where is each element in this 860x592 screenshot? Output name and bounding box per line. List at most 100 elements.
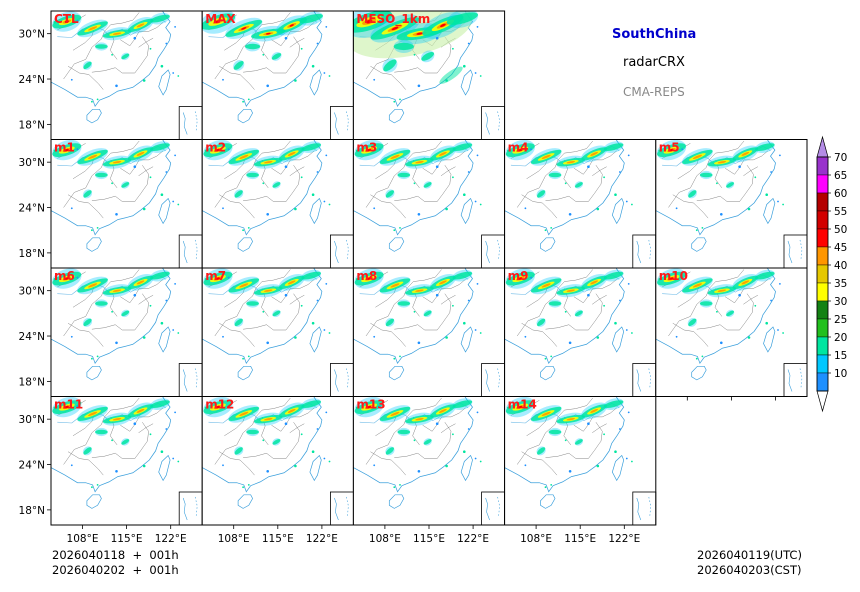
axes: 108°E 115°E 122°E bbox=[520, 525, 640, 545]
echo-cell bbox=[172, 457, 175, 460]
province-border bbox=[592, 423, 607, 433]
echo-cell bbox=[544, 486, 547, 489]
colorbar-segment bbox=[816, 300, 829, 320]
echo-very-strong bbox=[239, 154, 249, 159]
echo-cell bbox=[149, 304, 152, 307]
panel-label: m11 bbox=[54, 398, 83, 412]
province-border bbox=[214, 140, 291, 208]
echo-very-strong bbox=[415, 417, 424, 421]
hainan-coastline bbox=[86, 108, 102, 124]
echo-cell bbox=[417, 84, 421, 88]
coastline bbox=[202, 396, 323, 493]
echo-moderate bbox=[688, 190, 697, 198]
south-sea-inset bbox=[481, 363, 506, 397]
echo-cell bbox=[393, 357, 396, 360]
echo-cell bbox=[316, 42, 319, 45]
echo-cell bbox=[262, 310, 265, 313]
echo-cell bbox=[587, 293, 590, 297]
echo-moderate bbox=[95, 301, 108, 306]
echo-moderate bbox=[234, 190, 243, 198]
echo-cell bbox=[467, 299, 470, 302]
panel-m3: m3 bbox=[352, 139, 506, 269]
panel-m1: m1 30°N 24°N 18°N bbox=[19, 139, 203, 269]
echo-moderate bbox=[452, 143, 473, 152]
echo-moderate bbox=[536, 447, 546, 455]
hainan-coastline bbox=[388, 108, 405, 124]
echo-moderate bbox=[726, 182, 735, 188]
echo-cell bbox=[149, 176, 152, 179]
echo-cell bbox=[445, 464, 448, 468]
echo-cell bbox=[747, 207, 751, 211]
province-border bbox=[394, 36, 452, 74]
echo-cell bbox=[564, 439, 567, 442]
panel-meso-1km: MESO_1km bbox=[352, 10, 506, 140]
echo-moderate bbox=[121, 310, 130, 317]
x-tick-label: 115°E bbox=[111, 533, 143, 545]
province-border bbox=[592, 166, 607, 176]
product-name: radarCRX bbox=[623, 55, 685, 70]
hainan-coastline bbox=[388, 237, 405, 252]
province-border bbox=[91, 422, 149, 459]
echo-cell bbox=[76, 276, 79, 279]
hainan-coastline bbox=[86, 494, 102, 509]
echo-intense bbox=[367, 148, 372, 152]
echo-cell bbox=[530, 405, 532, 408]
echo-moderate bbox=[603, 143, 624, 152]
map-layer bbox=[202, 396, 331, 509]
echo-very-strong bbox=[264, 160, 273, 164]
echo-very-strong bbox=[136, 280, 145, 285]
echo-cell bbox=[96, 484, 99, 486]
axes: 30°N 24°N 18°N bbox=[19, 157, 51, 260]
inset-coastline bbox=[636, 240, 642, 264]
colorbar-segment bbox=[816, 354, 829, 374]
echo-intense bbox=[265, 32, 271, 35]
echo-cell bbox=[294, 336, 297, 339]
coastline bbox=[202, 268, 323, 364]
echo-very-strong bbox=[88, 411, 98, 416]
province-border bbox=[573, 150, 617, 175]
province-border bbox=[289, 295, 305, 305]
echo-cell bbox=[111, 310, 113, 313]
echo-cell bbox=[325, 26, 328, 28]
x-tick-label: 122°E bbox=[306, 533, 338, 545]
colorbar-tick-label: 55 bbox=[834, 206, 847, 218]
taiwan-coastline bbox=[309, 69, 322, 96]
echo-cell bbox=[204, 21, 208, 24]
init-time-cst: 2026040202 + 001h bbox=[52, 563, 179, 577]
echo-cell bbox=[625, 200, 628, 203]
panel-m13: m13 108°E 115°E 122°E bbox=[352, 396, 506, 545]
panel-label: m8 bbox=[356, 269, 377, 283]
echo-cell bbox=[160, 321, 164, 325]
echo-cell bbox=[435, 165, 439, 168]
province-border bbox=[517, 140, 593, 208]
map-layer bbox=[202, 139, 331, 252]
echo-cell bbox=[172, 329, 175, 331]
echo-cell bbox=[379, 19, 381, 22]
y-tick-label: 18°N bbox=[19, 505, 45, 517]
inset-coastline bbox=[334, 369, 339, 392]
taiwan-coastline bbox=[309, 454, 322, 482]
echo-moderate bbox=[385, 447, 395, 455]
echo-moderate bbox=[233, 61, 244, 70]
echo-moderate bbox=[245, 43, 261, 50]
echo-moderate bbox=[423, 182, 432, 188]
province-border bbox=[440, 295, 456, 305]
province-border bbox=[67, 66, 104, 90]
echo-moderate bbox=[446, 12, 479, 25]
province-border bbox=[120, 150, 164, 175]
inset-coastline bbox=[182, 497, 188, 521]
echo-cell bbox=[754, 304, 757, 307]
inset-coastline bbox=[182, 369, 188, 392]
panel-label: m7 bbox=[205, 269, 226, 283]
south-sea-inset bbox=[481, 491, 506, 526]
colorbar-segment bbox=[816, 210, 829, 230]
echo-cell bbox=[204, 406, 208, 410]
province-border bbox=[91, 165, 149, 202]
echo-cell bbox=[373, 78, 376, 81]
echo-moderate bbox=[574, 182, 583, 188]
hainan-coastline bbox=[237, 365, 253, 381]
south-sea-inset bbox=[178, 106, 203, 140]
echo-intense bbox=[241, 27, 247, 30]
echo-cell bbox=[658, 278, 661, 281]
echo-moderate bbox=[95, 44, 108, 49]
